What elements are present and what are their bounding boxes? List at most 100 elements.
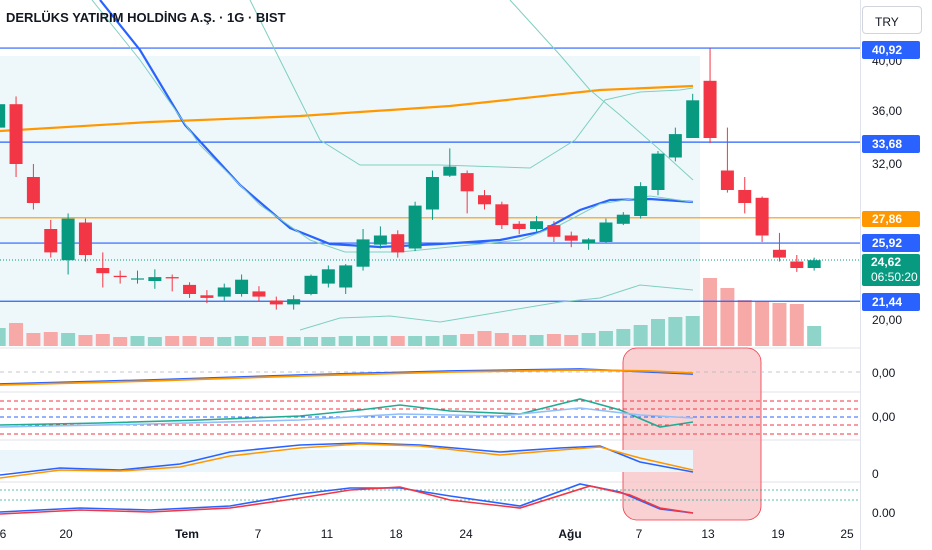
time-axis-label: Tem	[175, 527, 199, 541]
volume-bar	[564, 335, 579, 346]
candle-body	[651, 153, 665, 190]
volume-bar	[616, 329, 631, 346]
volume-bar	[286, 337, 301, 346]
candle-body	[391, 234, 405, 253]
level-tag[interactable]: 40,92	[862, 41, 920, 59]
time-axis-label: 11	[320, 527, 334, 541]
level-tag[interactable]: 21,44	[862, 293, 920, 311]
volume-bar	[755, 301, 770, 346]
candle-body	[96, 268, 110, 274]
candle-body	[686, 100, 700, 138]
volume-bar	[685, 316, 700, 346]
candle-body	[356, 239, 370, 267]
volume-bar	[113, 337, 128, 346]
candle-body	[530, 221, 544, 229]
volume-bar	[304, 337, 318, 346]
time-axis-label: 13	[701, 527, 715, 541]
candle-body	[408, 205, 422, 249]
candle-body	[738, 190, 752, 203]
volume-bar	[338, 336, 353, 346]
level-tag[interactable]: 27,86	[862, 211, 920, 227]
candle-body	[252, 291, 266, 297]
volume-bar	[581, 333, 596, 346]
volume-bar	[442, 335, 457, 346]
indicator-line	[0, 398, 694, 428]
volume-bar	[165, 336, 180, 346]
symbol-title[interactable]: DERLÜKS YATIRIM HOLDİNG A.Ş. · 1G · BIST	[6, 10, 286, 25]
candle-body	[78, 222, 92, 255]
time-axis-label: Ağu	[558, 527, 582, 541]
indicator-line	[0, 485, 694, 515]
level-tag[interactable]: 25,92	[862, 234, 920, 252]
candle-body	[790, 261, 804, 268]
candle-body	[339, 265, 353, 288]
bar-countdown: 06:50:20	[871, 270, 918, 284]
band-lower-line	[299, 284, 694, 331]
volume-bar	[182, 336, 197, 346]
indicator-band	[0, 450, 693, 472]
price-axis-label: 36,00	[872, 104, 903, 118]
band-fill	[0, 56, 700, 346]
volume-bar	[9, 323, 24, 346]
candle-body	[582, 239, 596, 244]
candle-body	[26, 177, 40, 203]
indicator-line	[0, 407, 694, 428]
candle-body	[425, 177, 439, 210]
band-upper-line-2	[249, 0, 694, 169]
volume-bar	[720, 288, 735, 346]
volume-bar	[43, 332, 58, 346]
volume-bar	[0, 328, 6, 346]
candle-body	[131, 278, 144, 280]
volume-bar	[529, 335, 544, 346]
candle-body	[269, 300, 283, 305]
volume-bar	[321, 337, 336, 346]
volume-bar	[703, 278, 718, 346]
candle-body	[321, 269, 335, 284]
price-axis-label: 32,00	[872, 157, 903, 171]
time-axis-label: 20	[59, 527, 73, 541]
candle-body	[634, 186, 648, 216]
band-upper-line	[509, 0, 694, 181]
indicator-line	[0, 483, 694, 514]
candle-body	[148, 277, 162, 281]
volume-bar	[460, 334, 475, 346]
volume-bar	[668, 317, 683, 346]
candle-body	[443, 166, 457, 176]
currency-button[interactable]: TRY	[862, 6, 922, 34]
candle-body	[165, 277, 179, 279]
candle-body	[599, 222, 613, 242]
price-axis-separator	[860, 0, 861, 550]
time-axis-label: 25	[840, 527, 854, 541]
candle-body	[616, 214, 630, 224]
candle-body	[287, 299, 301, 305]
current-price: 24,62	[871, 255, 902, 269]
volume-bar	[147, 337, 162, 346]
candle-body	[703, 80, 717, 138]
candle-body	[668, 134, 682, 158]
volume-bar	[199, 337, 214, 346]
volume-bar	[546, 334, 561, 346]
candle-body	[460, 173, 474, 192]
candle-body	[9, 104, 23, 164]
candle-body	[235, 279, 249, 294]
level-tag[interactable]: 33,68	[862, 135, 920, 153]
current-price-tag: 24,62 06:50:20	[862, 254, 920, 286]
candle-body	[495, 204, 509, 226]
indicator-axis-label: 0,00	[872, 410, 896, 424]
candle-body	[755, 197, 769, 236]
time-axis-label: 6	[0, 527, 7, 541]
time-axis-label: 19	[771, 527, 785, 541]
volume-bar	[633, 325, 648, 346]
volume-bar	[61, 333, 76, 346]
volume-bar	[269, 336, 284, 346]
indicator-line	[0, 369, 694, 386]
candle-body	[512, 223, 526, 229]
volume-bar	[598, 331, 613, 346]
candle-body	[183, 284, 197, 294]
volume-bar	[78, 335, 93, 346]
indicator-axis-label: 0.00	[872, 506, 896, 520]
candle-body	[547, 225, 561, 237]
volume-bar	[807, 326, 822, 346]
time-axis-label: 7	[254, 527, 262, 541]
